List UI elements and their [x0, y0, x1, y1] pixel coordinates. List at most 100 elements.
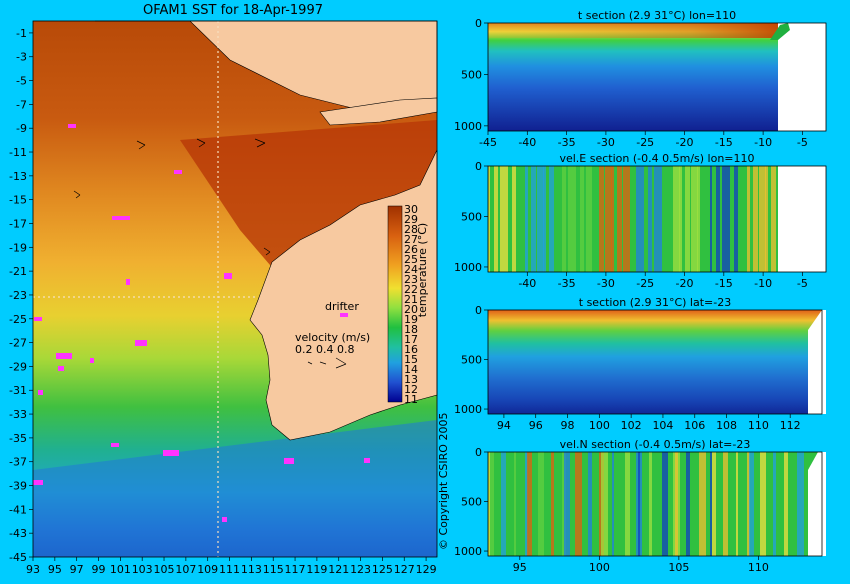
- section-ytick-label: 500: [461, 68, 482, 81]
- map-ytick-label: -27: [9, 337, 27, 350]
- velocity-stripe: [562, 166, 566, 272]
- section-ytick-label: 0: [475, 446, 482, 459]
- map-xtick-label: 113: [241, 563, 262, 576]
- t-section-lon-panel: [488, 23, 826, 131]
- colorbar-tick-label: 20: [404, 303, 418, 316]
- vel-e-section-panel: [488, 166, 826, 272]
- drifter-legend-marker: [340, 313, 348, 317]
- section-xtick-label: -5: [797, 277, 808, 290]
- velocity-stripe: [773, 452, 776, 556]
- drifter-marker: [111, 443, 119, 447]
- drifter-marker: [284, 458, 294, 464]
- map-xtick-label: 103: [132, 563, 153, 576]
- velocity-stripe: [588, 452, 592, 556]
- velocity-stripe: [617, 166, 622, 272]
- velocity-stripe: [649, 452, 652, 556]
- drifter-marker: [222, 517, 227, 522]
- velocity-stripe: [685, 166, 690, 272]
- velocity-arrow: [196, 138, 206, 148]
- t-section-lat-blank: [808, 310, 826, 414]
- section-xtick-label: 100: [589, 561, 610, 574]
- map-ytick-label: -7: [16, 98, 27, 111]
- velocity-arrow: [73, 190, 81, 199]
- t-section-lon-field: [488, 23, 778, 131]
- t-section-lat-field: [488, 310, 822, 414]
- section-xtick-label: 108: [716, 419, 737, 432]
- map-ytick-label: -37: [9, 456, 27, 469]
- velocity-stripe: [784, 452, 788, 556]
- map-xtick-label: 95: [48, 563, 62, 576]
- colorbar-tick-label: 18: [404, 323, 418, 336]
- map-ytick-label: -13: [9, 170, 27, 183]
- section-xtick-label: -30: [597, 277, 615, 290]
- map-ytick-label: -29: [9, 360, 27, 373]
- velocity-stripe: [642, 166, 644, 272]
- map-xtick-label: 117: [285, 563, 306, 576]
- drifter-marker: [90, 358, 94, 363]
- map-ytick-label: -45: [9, 551, 27, 564]
- section-xtick-label: -35: [558, 136, 576, 149]
- velocity-stripe: [574, 166, 576, 272]
- colorbar-tick-label: 17: [404, 333, 418, 346]
- velocity-stripe: [686, 452, 690, 556]
- velocity-arrow: [254, 138, 266, 148]
- map-ytick-label: -5: [16, 75, 27, 88]
- velocity-stripe: [636, 166, 642, 272]
- velocity-stripe: [723, 452, 728, 556]
- map-xtick-label: 93: [26, 563, 40, 576]
- velocity-stripe: [710, 166, 712, 272]
- t-section-lat-panel: [488, 310, 826, 414]
- section-xtick-label: -20: [676, 136, 694, 149]
- section-ytick-label: 0: [475, 304, 482, 317]
- drifter-marker: [56, 353, 72, 359]
- velocity-stripe: [797, 452, 804, 556]
- velocity-stripe: [716, 166, 720, 272]
- colorbar-tick-label: 23: [404, 273, 418, 286]
- colorbar-tick-label: 12: [404, 383, 418, 396]
- colorbar-tick-label: 22: [404, 283, 418, 296]
- velocity-stripe: [488, 166, 490, 272]
- velocity-stripe: [675, 452, 678, 556]
- velocity-stripe: [543, 166, 546, 272]
- section-title: vel.N section (-0.4 0.5m/s) lat=-23: [560, 438, 751, 451]
- map-xtick-label: 99: [92, 563, 106, 576]
- section-xtick-label: 112: [780, 419, 801, 432]
- section-panels: [488, 23, 826, 556]
- velocity-stripe: [753, 166, 758, 272]
- colorbar-tick-label: 28: [404, 223, 418, 236]
- colorbar-tick-label: 15: [404, 353, 418, 366]
- map-ytick-label: -33: [9, 408, 27, 421]
- colorbar-label: temperature (°C): [416, 223, 429, 317]
- velocity-stripe: [551, 452, 554, 556]
- colorbar-tick-label: 19: [404, 313, 418, 326]
- colorbar-tick-label: 14: [404, 363, 418, 376]
- map-ytick-label: -19: [9, 241, 27, 254]
- southern-cold-band: [33, 420, 437, 557]
- colorbar: [387, 205, 403, 403]
- map-xtick-label: 115: [263, 563, 284, 576]
- section-xtick-label: -25: [636, 277, 654, 290]
- colorbar-tick-label: 21: [404, 293, 418, 306]
- velocity-stripe: [494, 166, 498, 272]
- velocity-stripe: [538, 452, 544, 556]
- velocity-stripe: [699, 452, 706, 556]
- section-ytick-label: 0: [475, 160, 482, 173]
- sst-map-title: OFAM1 SST for 18-Apr-1997: [143, 3, 323, 18]
- section-title: t section (2.9 31°C) lat=-23: [579, 296, 731, 309]
- map-xtick-label: 119: [306, 563, 327, 576]
- section-title: vel.E section (-0.4 0.5m/s) lon=110: [559, 152, 754, 165]
- velocity-stripe: [759, 166, 766, 272]
- colorbar-tick-label: 24: [404, 263, 418, 276]
- velocity-stripe: [771, 166, 776, 272]
- velocity-stripe: [638, 452, 640, 556]
- map-xtick-label: 125: [372, 563, 393, 576]
- colorbar-tick-label: 29: [404, 213, 418, 226]
- copyright: © Copyright CSIRO 2005: [437, 413, 450, 550]
- velocity-stripe: [580, 166, 584, 272]
- velocity-stripe: [549, 166, 554, 272]
- velocity-stripe: [625, 452, 630, 556]
- section-frame: [487, 22, 827, 132]
- drifter-marker: [174, 170, 182, 174]
